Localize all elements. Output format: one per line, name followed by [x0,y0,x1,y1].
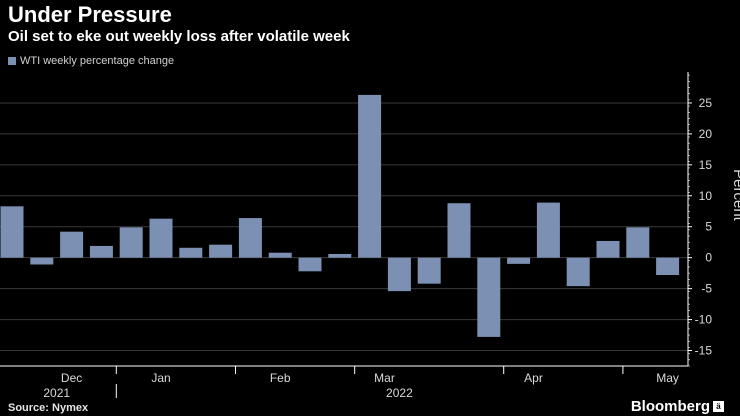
chart-subtitle: Oil set to eke out weekly loss after vol… [8,28,350,45]
y-tick-label: 20 [699,127,713,141]
bloomberg-logo: Bloomberg ä [631,398,724,415]
x-month-label: Feb [270,371,291,385]
brand-badge-icon: ä [713,401,724,412]
brand-name: Bloomberg [630,398,710,415]
bar [0,206,24,258]
bar [209,244,233,258]
y-axis-title: Percent [730,169,740,222]
y-tick-label: 5 [705,220,712,234]
x-month-label: Mar [374,371,395,385]
bar [30,257,54,265]
legend-label: WTI weekly percentage change [20,55,175,67]
bar [149,218,173,258]
bar [119,227,143,258]
bar [298,257,322,272]
y-tick-label: -5 [701,282,712,296]
source-note: Source: Nymex [8,402,89,414]
x-month-label: Apr [524,371,543,385]
bar [238,218,262,258]
y-tick-label: 25 [699,96,713,110]
y-tick-label: 10 [699,189,713,203]
bar [596,240,620,258]
bar [566,257,590,287]
bar [387,257,411,292]
x-year-label: 2021 [43,386,70,400]
legend-swatch [8,57,16,65]
bar [328,253,352,258]
bar [60,231,84,258]
bar [477,257,501,337]
bar [536,202,560,258]
chart-title: Under Pressure [8,2,172,27]
bar [656,257,680,276]
bar [179,247,203,258]
bar [268,252,292,258]
y-tick-label: -15 [695,344,713,358]
bar [447,203,471,258]
bar [507,257,531,264]
x-month-label: Jan [151,371,170,385]
y-tick-label: -10 [695,313,713,327]
x-year-label: 2022 [386,386,413,400]
bar [626,227,650,258]
bar [89,245,113,258]
bar [358,94,382,258]
x-month-label: Dec [61,371,82,385]
bar [417,257,441,284]
y-tick-label: 0 [705,251,712,265]
y-tick-label: 15 [699,158,713,172]
x-month-label: May [656,371,679,385]
legend: WTI weekly percentage change [8,55,174,67]
